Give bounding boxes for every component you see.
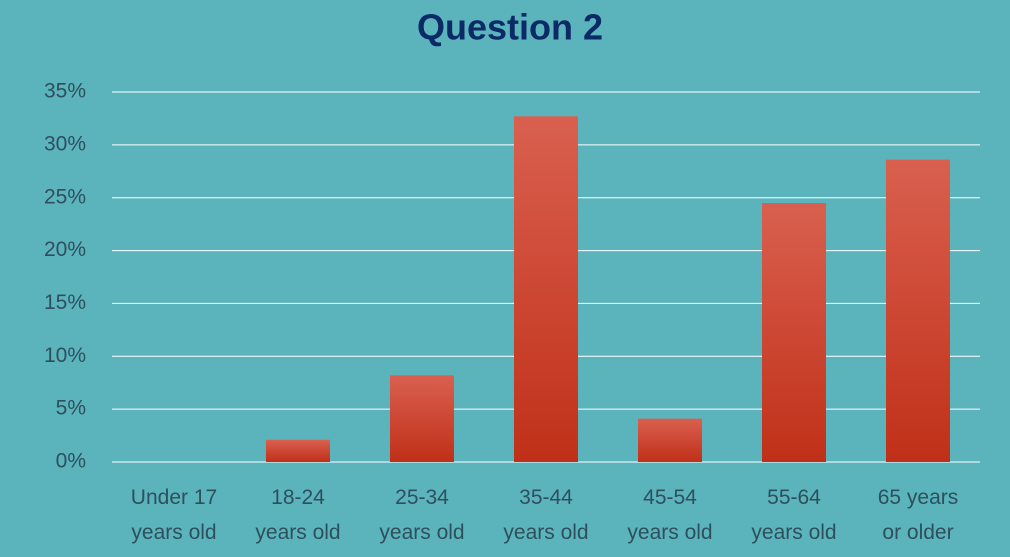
x-tick-label: 55-64 years old xyxy=(751,486,836,544)
y-tick-label: 15% xyxy=(44,291,86,314)
bar xyxy=(514,116,578,463)
y-tick-label: 35% xyxy=(44,80,86,103)
x-tick-label: 18-24 years old xyxy=(255,486,340,544)
bar xyxy=(762,203,826,462)
y-tick-label: 30% xyxy=(44,132,86,155)
bar xyxy=(886,159,950,462)
y-tick-label: 0% xyxy=(56,450,86,473)
y-tick-label: 5% xyxy=(56,397,86,420)
bar xyxy=(390,375,454,462)
x-tick-label: 45-54 years old xyxy=(627,486,712,544)
bar xyxy=(638,418,702,462)
bar xyxy=(266,439,330,462)
y-tick-label: 20% xyxy=(44,238,86,261)
x-tick-label: 65 years or older xyxy=(878,486,959,544)
y-tick-label: 10% xyxy=(44,344,86,367)
y-tick-label: 25% xyxy=(44,185,86,208)
chart-title: Question 2 xyxy=(417,7,603,48)
x-tick-label: 35-44 years old xyxy=(503,486,588,544)
x-tick-label: Under 17 years old xyxy=(131,486,217,544)
x-tick-label: 25-34 years old xyxy=(379,486,464,544)
